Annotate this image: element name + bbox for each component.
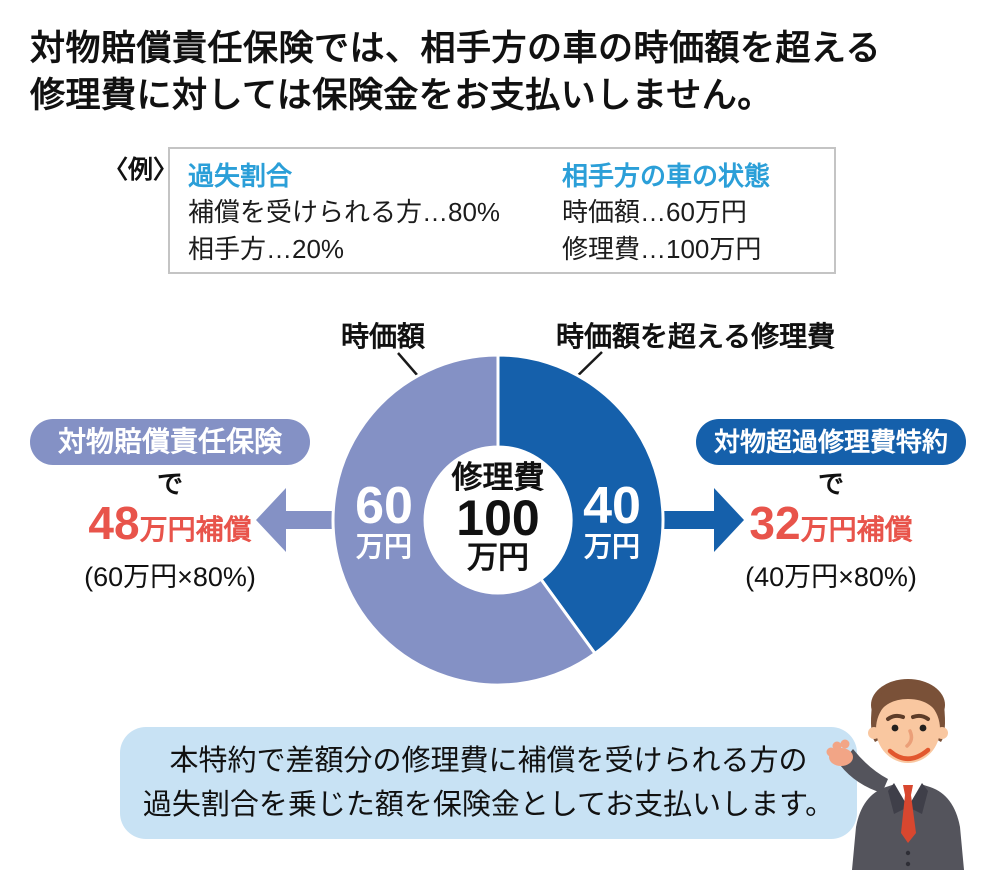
example-row: 相手方…20% — [188, 234, 345, 264]
page-title-line1: 対物賠償責任保険では、相手方の車の時価額を超える — [30, 29, 881, 68]
donut-chart — [331, 351, 665, 687]
mascot-head — [868, 679, 948, 763]
mascot-nose — [905, 729, 914, 748]
mascot-eye — [919, 724, 927, 732]
result-right-excess-repair-rider: 対物超過修理費特約 で 32万円補償 (40万円×80%) — [696, 419, 966, 593]
mascot-mouth — [887, 747, 931, 761]
formula-left: (60万円×80%) — [84, 562, 256, 592]
segment-label-excess-repair: 40 万円 — [557, 477, 667, 562]
badge-excess-repair-rider: 対物超過修理費特約 — [696, 419, 966, 465]
compensation-amount-right: 32万円補償 — [696, 500, 966, 558]
mascot-eye — [891, 724, 899, 732]
mascot-eyebrow — [911, 713, 930, 721]
arrow-left-shaft — [284, 511, 340, 529]
donut-center-label: 修理費 100 万円 — [418, 461, 578, 575]
example-column-car-condition: 相手方の車の状態 時価額…60万円 修理費…100万円 — [562, 159, 770, 268]
center-line2: 100 — [456, 490, 540, 546]
page-title-line2: 修理費に対しては保険金をお支払いしません。 — [30, 75, 773, 115]
arrow-right-shaft — [658, 511, 716, 529]
arrow-left-icon — [256, 488, 286, 552]
arrow-right-icon — [714, 488, 744, 552]
segment-value: 40 — [583, 477, 641, 535]
result-left-liability-insurance: 対物賠償責任保険 で 48万円補償 (60万円×80%) — [30, 419, 310, 593]
badge-liability-insurance: 対物賠償責任保険 — [30, 419, 310, 465]
segment-unit: 万円 — [583, 531, 640, 562]
mascot-hand — [826, 739, 853, 766]
amount-number: 48 — [88, 497, 140, 549]
segment-value: 60 — [355, 477, 413, 535]
example-header-fault-ratio: 過失割合 — [188, 161, 293, 191]
amount-number: 32 — [749, 497, 801, 549]
pie-segment-1 — [496, 353, 665, 656]
example-row: 時価額…60万円 — [562, 197, 747, 228]
footer-note-line2: 過失割合を乗じた額を保険金としてお支払いします。 — [142, 789, 835, 821]
pie-segment-0 — [331, 353, 598, 687]
amount-suffix: 万円補償 — [800, 514, 913, 545]
example-header-car-condition: 相手方の車の状態 — [562, 161, 771, 191]
example-row: 修理費…100万円 — [562, 234, 762, 264]
mascot-eyebrow — [886, 713, 905, 721]
compensation-amount-left: 48万円補償 — [30, 500, 310, 558]
center-line3: 万円 — [467, 540, 529, 575]
page-title: 対物賠償責任保険では、相手方の車の時価額を超える 修理費に対しては保険金をお支払… — [30, 26, 970, 120]
businessman-illustration — [826, 679, 964, 870]
mascot-body — [852, 777, 964, 870]
example-row: 補償を受けられる方…80% — [188, 197, 501, 228]
example-box: 過失割合 補償を受けられる方…80% 相手方…20% 相手方の車の状態 時価額…… — [168, 147, 836, 274]
segment-label-market-value: 60 万円 — [329, 477, 439, 562]
segment-unit: 万円 — [355, 531, 412, 562]
callout-label-market-value: 時価額 — [341, 321, 426, 352]
formula-right: (40万円×80%) — [745, 562, 917, 592]
center-line1: 修理費 — [451, 460, 545, 495]
amount-suffix: 万円補償 — [139, 514, 252, 545]
callout-label-excess-repair: 時価額を超える修理費 — [556, 321, 836, 352]
donut-segments — [331, 353, 665, 687]
footer-note: 本特約で差額分の修理費に補償を受けられる方の 過失割合を乗じた額を保険金としてお… — [120, 727, 857, 839]
result-connector: で — [817, 469, 844, 499]
footer-note-line1: 本特約で差額分の修理費に補償を受けられる方の — [169, 744, 808, 777]
result-connector: で — [156, 469, 183, 499]
example-tag: 〈例〉 — [103, 156, 179, 184]
example-column-fault-ratio: 過失割合 補償を受けられる方…80% 相手方…20% — [188, 159, 500, 268]
